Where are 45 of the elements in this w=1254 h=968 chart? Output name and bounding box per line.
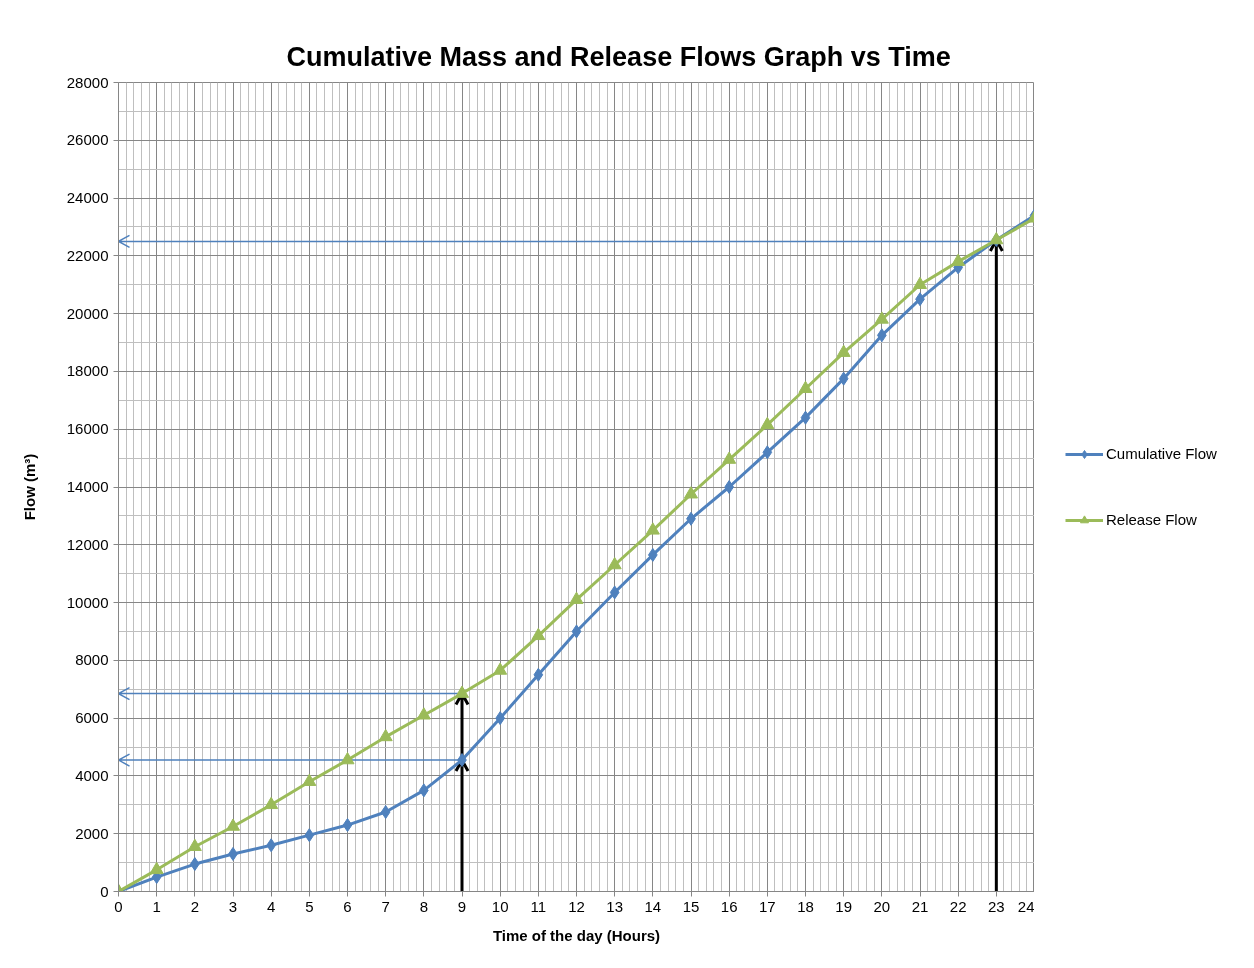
y-tick-label: 18000 (66, 362, 109, 380)
y-tick-label: 10000 (66, 593, 109, 611)
x-tick-label: 19 (835, 897, 853, 915)
x-tick-label: 14 (644, 897, 662, 915)
y-tick-label: 6000 (75, 709, 109, 727)
x-tick-label: 9 (457, 897, 467, 915)
x-tick-label: 10 (491, 897, 509, 915)
x-tick-label: 7 (381, 897, 390, 915)
y-tick-label: 22000 (66, 246, 109, 264)
x-tick-label: 12 (568, 897, 585, 915)
x-tick-label: 2 (190, 897, 200, 915)
x-tick-label: 1 (152, 897, 161, 915)
y-tick-label: 4000 (75, 766, 109, 784)
x-tick-label: 8 (419, 897, 429, 915)
x-tick-label: 13 (606, 897, 624, 915)
x-tick-label: 5 (305, 897, 314, 915)
y-tick-label: 28000 (66, 73, 109, 91)
x-tick-label: 0 (114, 897, 123, 915)
y-tick-label: 0 (100, 882, 109, 900)
y-tick-label: 14000 (66, 478, 109, 495)
x-axis-title: Time of the day (Hours) (492, 926, 661, 944)
y-tick-label: 8000 (75, 651, 109, 669)
y-axis-title: Flow (m³) (20, 453, 38, 521)
x-tick-label: 17 (758, 897, 776, 915)
x-tick-label: 23 (987, 897, 1005, 915)
x-tick-label: 22 (949, 897, 967, 915)
x-tick-label: 15 (682, 897, 700, 915)
legend-label: Release Flow (1106, 511, 1197, 528)
y-tick-label: 20000 (66, 304, 109, 322)
x-tick-label: 18 (797, 897, 814, 915)
x-tick-label: 11 (530, 897, 547, 915)
y-tick-label: 12000 (66, 535, 109, 553)
x-tick-label: 6 (343, 897, 352, 915)
x-tick-label: 3 (228, 897, 238, 915)
x-tick-label: 21 (911, 897, 929, 915)
legend-label: Cumulative Flow (1106, 445, 1217, 462)
x-tick-label: 16 (720, 897, 738, 915)
y-tick-label: 26000 (66, 131, 109, 149)
y-tick-label: 16000 (66, 420, 109, 438)
x-tick-label: 24 (1017, 897, 1035, 915)
y-tick-label: 2000 (75, 824, 109, 842)
x-tick-label: 20 (873, 897, 891, 915)
y-tick-label: 24000 (66, 189, 109, 207)
chart-title: Cumulative Mass and Release Flows Graph vs Time (286, 41, 951, 72)
x-tick-label: 4 (267, 897, 276, 915)
